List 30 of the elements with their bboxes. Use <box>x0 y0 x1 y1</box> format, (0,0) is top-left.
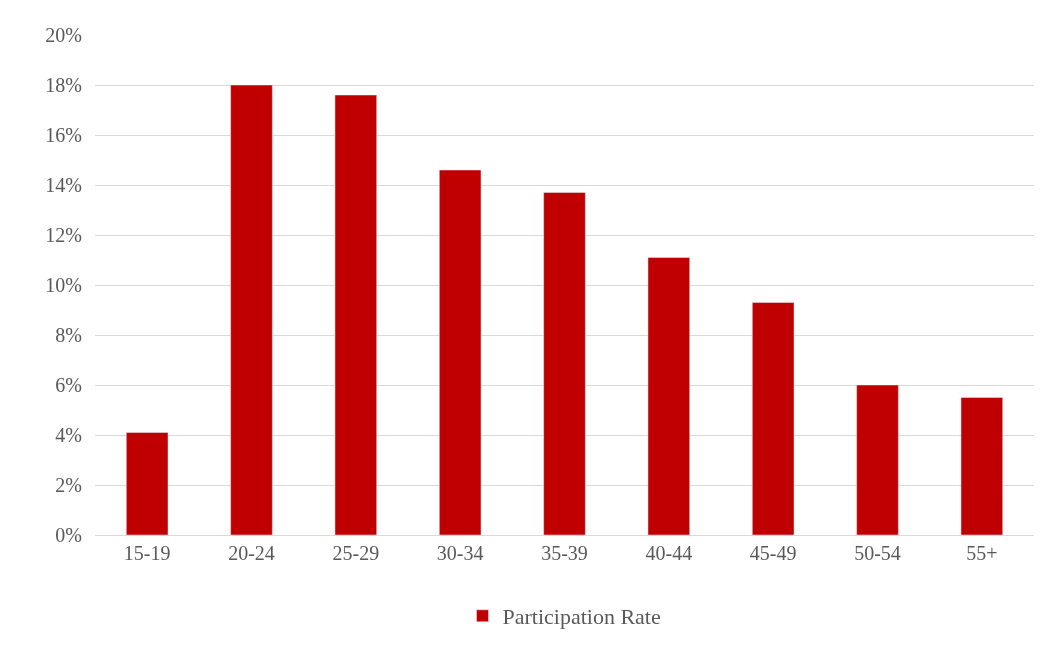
bar <box>334 94 377 535</box>
y-tick-label: 18% <box>45 74 82 96</box>
y-tick-label: 14% <box>45 174 82 196</box>
bar <box>752 302 795 535</box>
x-tick-label: 35-39 <box>541 542 588 564</box>
y-tick-label: 10% <box>45 274 82 296</box>
x-tick-label: 20-24 <box>228 542 275 564</box>
bar <box>543 192 586 535</box>
y-tick-label: 4% <box>55 424 82 446</box>
x-tick-label: 45-49 <box>749 542 797 564</box>
bar <box>647 257 690 535</box>
y-tick-label: 0% <box>55 524 82 546</box>
y-tick-label: 2% <box>55 474 82 496</box>
y-tick-label: 12% <box>45 224 82 246</box>
x-tick-label: 50-54 <box>854 542 901 564</box>
y-tick-label: 6% <box>55 374 82 396</box>
x-tick-label: 40-44 <box>645 542 693 564</box>
bar <box>230 84 273 535</box>
y-tick-label: 16% <box>45 124 82 146</box>
legend-label: Participation Rate <box>502 604 661 630</box>
bar <box>126 432 169 535</box>
x-tick-label: 55+ <box>966 542 998 564</box>
x-tick-label: 30-34 <box>436 542 484 564</box>
x-tick-label: 15-19 <box>123 542 171 564</box>
bar <box>960 397 1003 535</box>
bar <box>439 169 482 535</box>
y-tick-label: 20% <box>45 24 82 46</box>
x-tick-label: 25-29 <box>332 542 380 564</box>
bar <box>856 384 899 535</box>
y-tick-label: 8% <box>55 324 82 346</box>
